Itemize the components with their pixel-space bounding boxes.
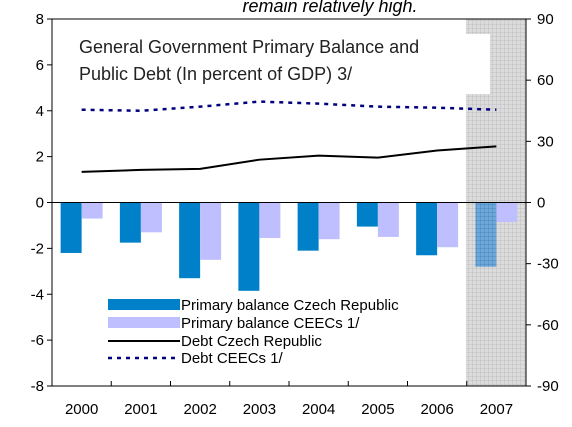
chart-title-line-2: Public Debt (In percent of GDP) 3/ [79,64,352,84]
left-tick-label: -6 [31,332,44,349]
bar-primary-balance-ceecs-1-2002 [200,202,222,260]
bar-primary-balance-ceecs-1-2006 [437,202,459,248]
bar-primary-balance-czech-republic-2003 [238,202,260,291]
x-tick-label: 2005 [361,401,394,418]
legend-swatch-primary-balance-ceecs [108,317,180,328]
left-tick-label: 6 [36,57,44,74]
bar-primary-balance-czech-republic-2005 [356,202,378,227]
x-tick-label: 2002 [183,401,216,418]
line-debt-ceecs-1 [81,100,497,113]
left-tick-label: 4 [36,103,44,120]
left-tick-label: -4 [31,286,44,303]
bar-primary-balance-ceecs-1-2000 [81,202,103,219]
x-tick-label: 2001 [124,401,157,418]
right-tick-label: -30 [537,256,559,273]
right-tick-label: 60 [537,72,554,89]
right-tick-label: -90 [537,378,559,395]
bar-primary-balance-czech-republic-2001 [119,202,141,243]
legend-label-primary-balance-czech-republic: Primary balance Czech Republic [181,297,399,314]
legend-label-primary-balance-ceecs: Primary balance CEECs 1/ [181,315,360,332]
legend-swatch-primary-balance-czech-republic [108,299,180,310]
legend: Primary balance Czech Republic Primary b… [108,297,399,367]
left-tick-label: 2 [36,149,44,166]
x-tick-label: 2004 [302,401,335,418]
title-background [70,34,490,94]
left-tick-label: 0 [36,195,44,212]
x-tick-label: 2006 [420,401,453,418]
bar-primary-balance-ceecs-1-2004 [318,202,340,240]
legend-label-debt-ceecs: Debt CEECs 1/ [181,350,284,367]
x-tick-label: 2007 [480,401,513,418]
banner-text: remain relatively high. [242,0,417,16]
right-tick-label: 90 [537,11,554,28]
bar-primary-balance-ceecs-1-2003 [259,202,281,239]
right-tick-label: 0 [537,195,545,212]
bar-primary-balance-czech-republic-2000 [60,202,82,253]
bar-primary-balance-ceecs-1-2001 [140,202,162,233]
left-tick-label: -8 [31,378,44,395]
legend-label-debt-czech-republic: Debt Czech Republic [181,333,322,350]
bar-primary-balance-czech-republic-2004 [297,202,319,251]
left-tick-label: -2 [31,240,44,257]
bar-primary-balance-czech-republic-2007 [475,202,497,267]
x-tick-label: 2000 [65,401,98,418]
bar-primary-balance-czech-republic-2006 [416,202,438,256]
right-tick-label: -60 [537,317,559,334]
bar-primary-balance-ceecs-1-2005 [377,202,399,237]
bar-primary-balance-ceecs-1-2007 [496,202,518,222]
chart-title-line-1: General Government Primary Balance and [79,37,419,57]
x-tick-label: 2003 [243,401,276,418]
line-debt-czech-republic [81,145,497,173]
right-tick-label: 30 [537,133,554,150]
left-tick-label: 8 [36,11,44,28]
bar-primary-balance-czech-republic-2002 [179,202,201,279]
